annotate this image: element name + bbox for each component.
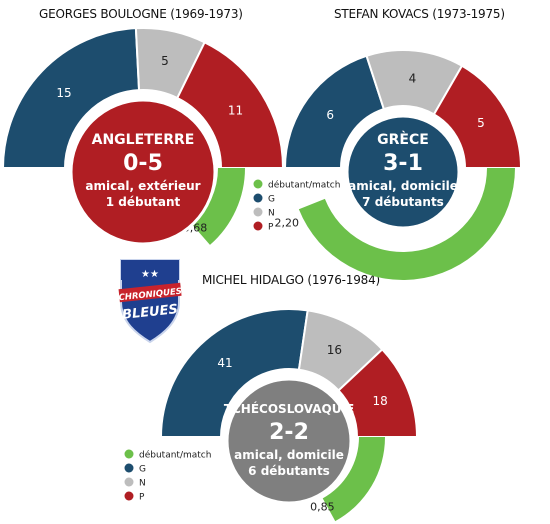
match-opponent-hidalgo: TCHÉCOSLOVAQUIE: [224, 401, 354, 416]
legend-marker-hidalgo-P: [124, 491, 134, 501]
legend-marker-hidalgo-G: [124, 463, 134, 473]
match-circle-boulogne: [69, 98, 217, 246]
legend-marker-boulogne-P: [253, 221, 263, 231]
segment-hidalgo-P: [337, 347, 419, 438]
logo-line2: BLEUES: [121, 302, 178, 323]
legend-marker-boulogne-G: [253, 193, 263, 203]
match-debutants-count-kovacs: 7 débutants: [362, 195, 444, 209]
segment-label-kovacs-G: 6: [326, 108, 334, 122]
match-score-kovacs: 3-1: [383, 151, 423, 176]
match-circle-hidalgo: [225, 377, 353, 505]
debutants-arc-hidalgo: [322, 437, 385, 522]
debutants-arc-boulogne: [192, 168, 245, 245]
legend-marker-boulogne-debutant: [253, 179, 263, 189]
segment-label-hidalgo-P: 18: [372, 394, 387, 408]
match-debutants-count-hidalgo: 6 débutants: [248, 464, 330, 478]
legend-label-hidalgo-G: G: [139, 465, 146, 475]
match-match-type-boulogne: amical, extérieur: [85, 179, 200, 193]
legend-marker-boulogne-N: [253, 207, 263, 217]
segment-label-boulogne-N: 5: [161, 54, 169, 68]
legend-marker-hidalgo-debutant: [124, 449, 134, 459]
segment-boulogne-G: [1, 27, 141, 169]
segment-kovacs-P: [432, 64, 523, 169]
match-debutants-count-boulogne: 1 débutant: [106, 195, 181, 209]
segment-label-kovacs-P: 5: [477, 116, 485, 130]
match-score-boulogne: 0-5: [123, 151, 163, 176]
logo-stars: ★★: [141, 269, 159, 280]
legend-label-boulogne-G: G: [268, 195, 275, 205]
chart-title-kovacs: STEFAN KOVACS (1973-1975): [334, 7, 505, 21]
segment-hidalgo-G: [159, 308, 309, 438]
segment-label-hidalgo-G: 41: [217, 356, 232, 370]
segment-label-hidalgo-N: 16: [327, 343, 342, 357]
segment-boulogne-P: [176, 40, 285, 169]
legend-label-hidalgo-debutant: débutant/match: [139, 450, 211, 461]
legend-label-boulogne-P: P: [268, 223, 274, 233]
match-match-type-hidalgo: amical, domicile: [234, 448, 344, 462]
segment-kovacs-G: [283, 54, 386, 169]
debutants-value-kovacs: 2,20: [275, 217, 300, 230]
match-opponent-boulogne: ANGLETERRE: [92, 132, 195, 148]
chart-title-hidalgo: MICHEL HIDALGO (1976-1984): [202, 273, 380, 287]
legend-label-hidalgo-P: P: [139, 493, 145, 503]
chroniques-bleues-logo: ★★ CHRONIQUES BLEUES: [118, 259, 182, 344]
legend-label-hidalgo-N: N: [139, 479, 146, 489]
match-match-type-kovacs: amical, domicile: [348, 179, 458, 193]
debutants-arc-kovacs: [298, 168, 515, 281]
debutants-value-hidalgo: 0,85: [310, 501, 335, 514]
segment-label-kovacs-N: 4: [409, 71, 417, 85]
legend-marker-hidalgo-N: [124, 477, 134, 487]
match-circle-kovacs: [345, 114, 461, 230]
legend-label-boulogne-debutant: débutant/match: [268, 180, 340, 191]
match-score-hidalgo: 2-2: [269, 420, 309, 445]
match-opponent-kovacs: GRÈCE: [377, 131, 429, 148]
chart-title-boulogne: GEORGES BOULOGNE (1969-1973): [39, 7, 243, 21]
legend-label-boulogne-N: N: [268, 209, 275, 219]
segment-label-boulogne-G: 15: [56, 86, 71, 100]
segment-label-boulogne-P: 11: [228, 103, 243, 117]
